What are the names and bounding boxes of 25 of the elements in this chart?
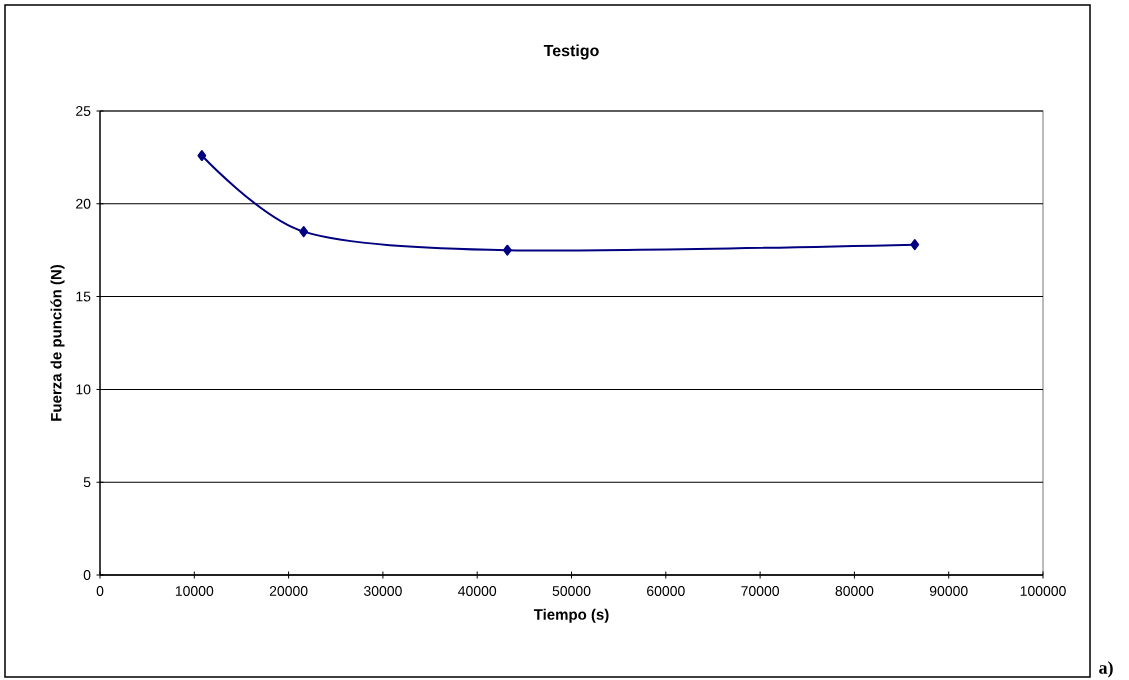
x-axis-title: Tiempo (s): [533, 608, 609, 623]
x-tick-label: 90000: [929, 586, 968, 596]
y-axis-title: Fuerza de punción (N): [50, 264, 65, 421]
x-tick-label: 80000: [835, 586, 874, 596]
point: [197, 150, 207, 162]
x-tick-label: 30000: [363, 586, 402, 596]
y-tick-label: 15: [76, 291, 91, 302]
text: a): [1099, 661, 1113, 678]
point: [299, 226, 309, 238]
x-tick-label: 70000: [741, 586, 780, 596]
x-tick-label: 20000: [269, 586, 308, 596]
y-tick-label: 0: [83, 570, 91, 580]
point: [503, 244, 512, 256]
y-tick-label: 25: [76, 106, 91, 116]
x-tick-label: 40000: [458, 586, 497, 596]
x-tick-label: 10000: [175, 586, 214, 596]
y-tick-label: 10: [76, 384, 91, 395]
point: [910, 239, 920, 251]
x-tick-label: 60000: [647, 586, 685, 596]
y-tick-label: 20: [76, 198, 91, 209]
x-tick-label: 50000: [552, 586, 591, 596]
x-tick-label: 100000: [1020, 586, 1066, 596]
chart-title: Testigo: [543, 44, 599, 60]
y-tick-label: 5: [83, 477, 91, 488]
x-tick-label: 0: [96, 586, 104, 596]
